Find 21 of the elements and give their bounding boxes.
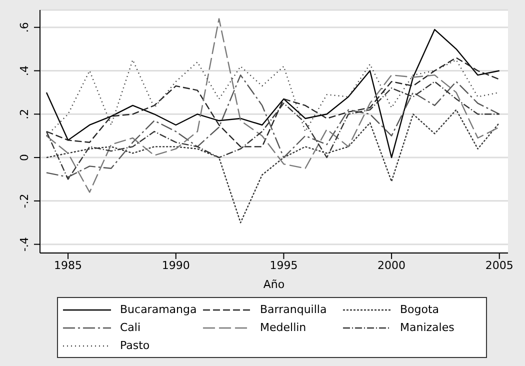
legend-label: Bogota xyxy=(400,303,440,316)
legend-label: Barranquilla xyxy=(260,303,327,316)
line-series xyxy=(46,18,500,193)
legend-label: Bucaramanga xyxy=(120,303,197,316)
x-tick-label: 1990 xyxy=(162,258,190,272)
y-tick-label: -.4 xyxy=(18,237,31,252)
x-tick-label: 2005 xyxy=(485,258,514,272)
x-axis-title: Año xyxy=(263,278,285,291)
legend-label: Pasto xyxy=(120,339,150,352)
legend-label: Medellin xyxy=(260,321,306,334)
x-tick-label: 2000 xyxy=(378,258,406,272)
y-tick-label: .2 xyxy=(18,108,31,120)
line-series xyxy=(46,28,500,158)
y-tick-label: -.2 xyxy=(18,194,31,208)
y-tick-label: .4 xyxy=(18,66,31,76)
legend-label: Manizales xyxy=(400,321,454,334)
y-tick-label: .6 xyxy=(18,22,31,33)
x-tick-label: 1995 xyxy=(270,258,298,272)
y-tick-label: 0 xyxy=(18,154,31,162)
legend-label: Cali xyxy=(120,321,141,334)
x-tick-label: 1985 xyxy=(54,258,82,272)
